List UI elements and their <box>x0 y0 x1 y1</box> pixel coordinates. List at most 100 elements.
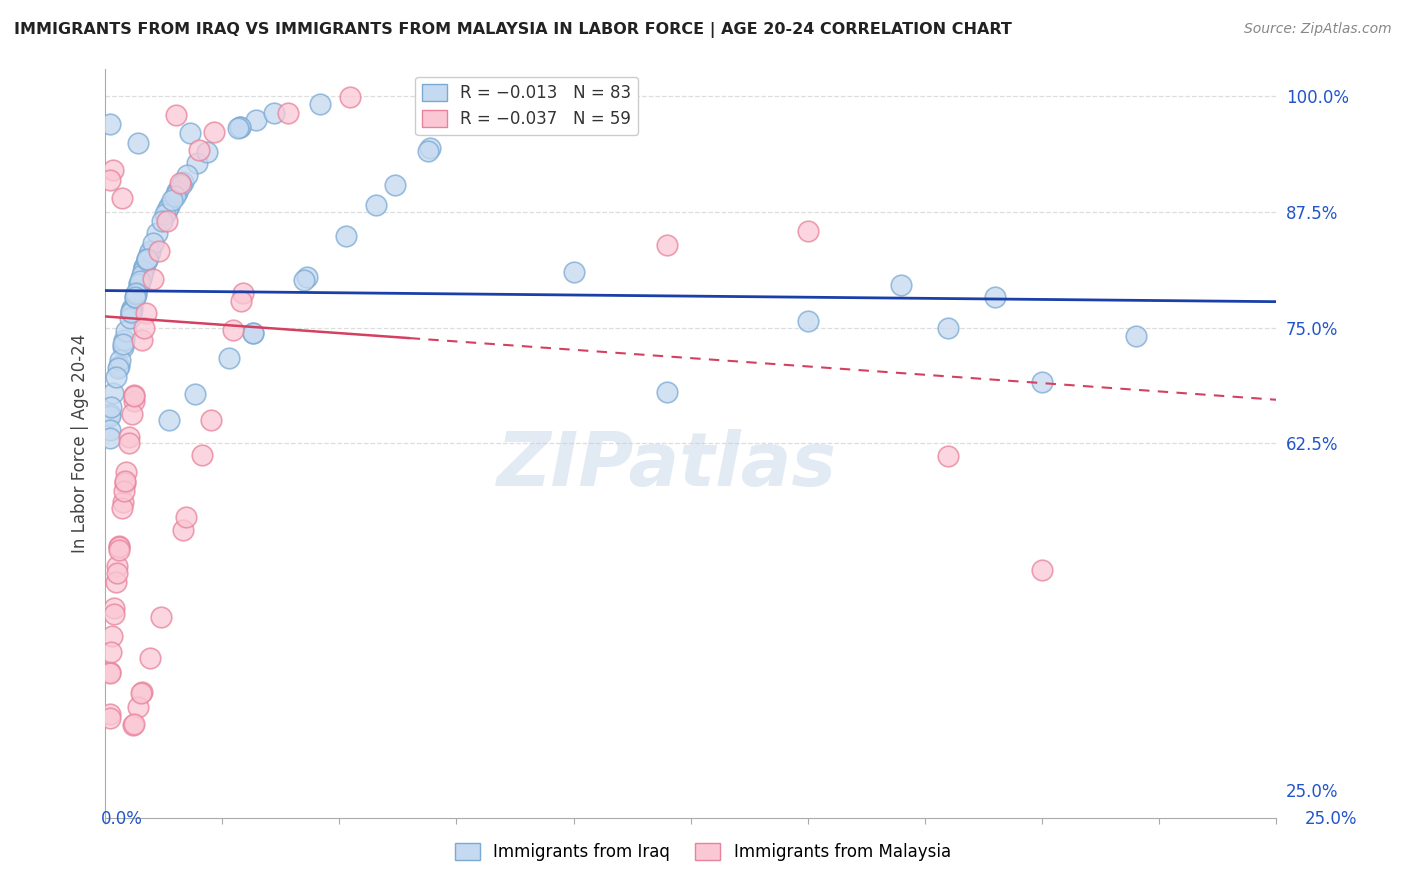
Point <box>1125 328 1147 343</box>
Point <box>419 141 441 155</box>
Point <box>339 90 361 104</box>
Point <box>98 711 121 725</box>
Point <box>228 121 250 136</box>
Point <box>166 184 188 198</box>
Point <box>98 407 121 421</box>
Point <box>100 645 122 659</box>
Point <box>122 718 145 732</box>
Point <box>105 566 128 580</box>
Point <box>114 475 136 490</box>
Point <box>101 163 124 178</box>
Point <box>128 277 150 291</box>
Point <box>242 326 264 340</box>
Point <box>146 226 169 240</box>
Point <box>103 600 125 615</box>
Point <box>1031 375 1053 389</box>
Point <box>166 186 188 200</box>
Point <box>657 384 679 399</box>
Point <box>98 172 121 186</box>
Point <box>108 540 131 554</box>
Point <box>796 314 818 328</box>
Y-axis label: In Labor Force | Age 20-24: In Labor Force | Age 20-24 <box>72 334 89 553</box>
Point <box>160 194 183 208</box>
Point <box>308 96 330 111</box>
Point <box>129 271 152 285</box>
Point <box>232 286 254 301</box>
Text: Source: ZipAtlas.com: Source: ZipAtlas.com <box>1244 22 1392 37</box>
Point <box>104 575 127 590</box>
Point <box>1031 563 1053 577</box>
Point <box>172 175 194 189</box>
Point <box>562 265 585 279</box>
Point <box>179 126 201 140</box>
Point <box>197 145 219 159</box>
Point <box>159 413 181 427</box>
Point <box>657 237 679 252</box>
Point <box>936 450 959 464</box>
Point <box>127 136 149 150</box>
Point <box>132 263 155 277</box>
Point <box>125 285 148 300</box>
Point <box>149 610 172 624</box>
Point <box>242 326 264 340</box>
Point <box>112 333 135 347</box>
Legend: R = −0.013   N = 83, R = −0.037   N = 59: R = −0.013 N = 83, R = −0.037 N = 59 <box>415 77 638 135</box>
Point <box>190 448 212 462</box>
Point <box>142 235 165 250</box>
Point <box>98 706 121 721</box>
Point <box>111 340 134 354</box>
Point <box>131 268 153 282</box>
Point <box>118 435 141 450</box>
Point <box>131 685 153 699</box>
Point <box>984 289 1007 303</box>
Point <box>176 169 198 183</box>
Point <box>222 323 245 337</box>
Point <box>295 269 318 284</box>
Point <box>111 191 134 205</box>
Point <box>98 431 121 445</box>
Point <box>105 369 128 384</box>
Point <box>112 484 135 499</box>
Point <box>111 500 134 515</box>
Point <box>364 198 387 212</box>
Point <box>120 304 142 318</box>
Text: ZIPatlas: ZIPatlas <box>498 429 837 502</box>
Point <box>118 430 141 444</box>
Point <box>103 386 125 401</box>
Point <box>186 156 208 170</box>
Point <box>135 306 157 320</box>
Point <box>150 214 173 228</box>
Point <box>202 125 225 139</box>
Point <box>172 524 194 538</box>
Point <box>138 247 160 261</box>
Point <box>169 176 191 190</box>
Point <box>174 509 197 524</box>
Point <box>114 474 136 488</box>
Point <box>218 351 240 365</box>
Point <box>134 260 156 274</box>
Point <box>101 629 124 643</box>
Point <box>122 388 145 402</box>
Point <box>148 244 170 259</box>
Point <box>124 290 146 304</box>
Point <box>131 334 153 348</box>
Text: 25.0%: 25.0% <box>1305 810 1357 828</box>
Point <box>118 310 141 325</box>
Point <box>124 289 146 303</box>
Point <box>127 700 149 714</box>
Point <box>108 539 131 553</box>
Point <box>135 252 157 267</box>
Point <box>335 228 357 243</box>
Point <box>416 144 439 158</box>
Point <box>115 324 138 338</box>
Point <box>135 252 157 267</box>
Point <box>128 275 150 289</box>
Point <box>229 293 252 308</box>
Point <box>131 686 153 700</box>
Point <box>98 409 121 423</box>
Point <box>457 101 479 115</box>
Point <box>134 260 156 275</box>
Point <box>454 104 477 119</box>
Point <box>165 108 187 122</box>
Point <box>107 359 129 373</box>
